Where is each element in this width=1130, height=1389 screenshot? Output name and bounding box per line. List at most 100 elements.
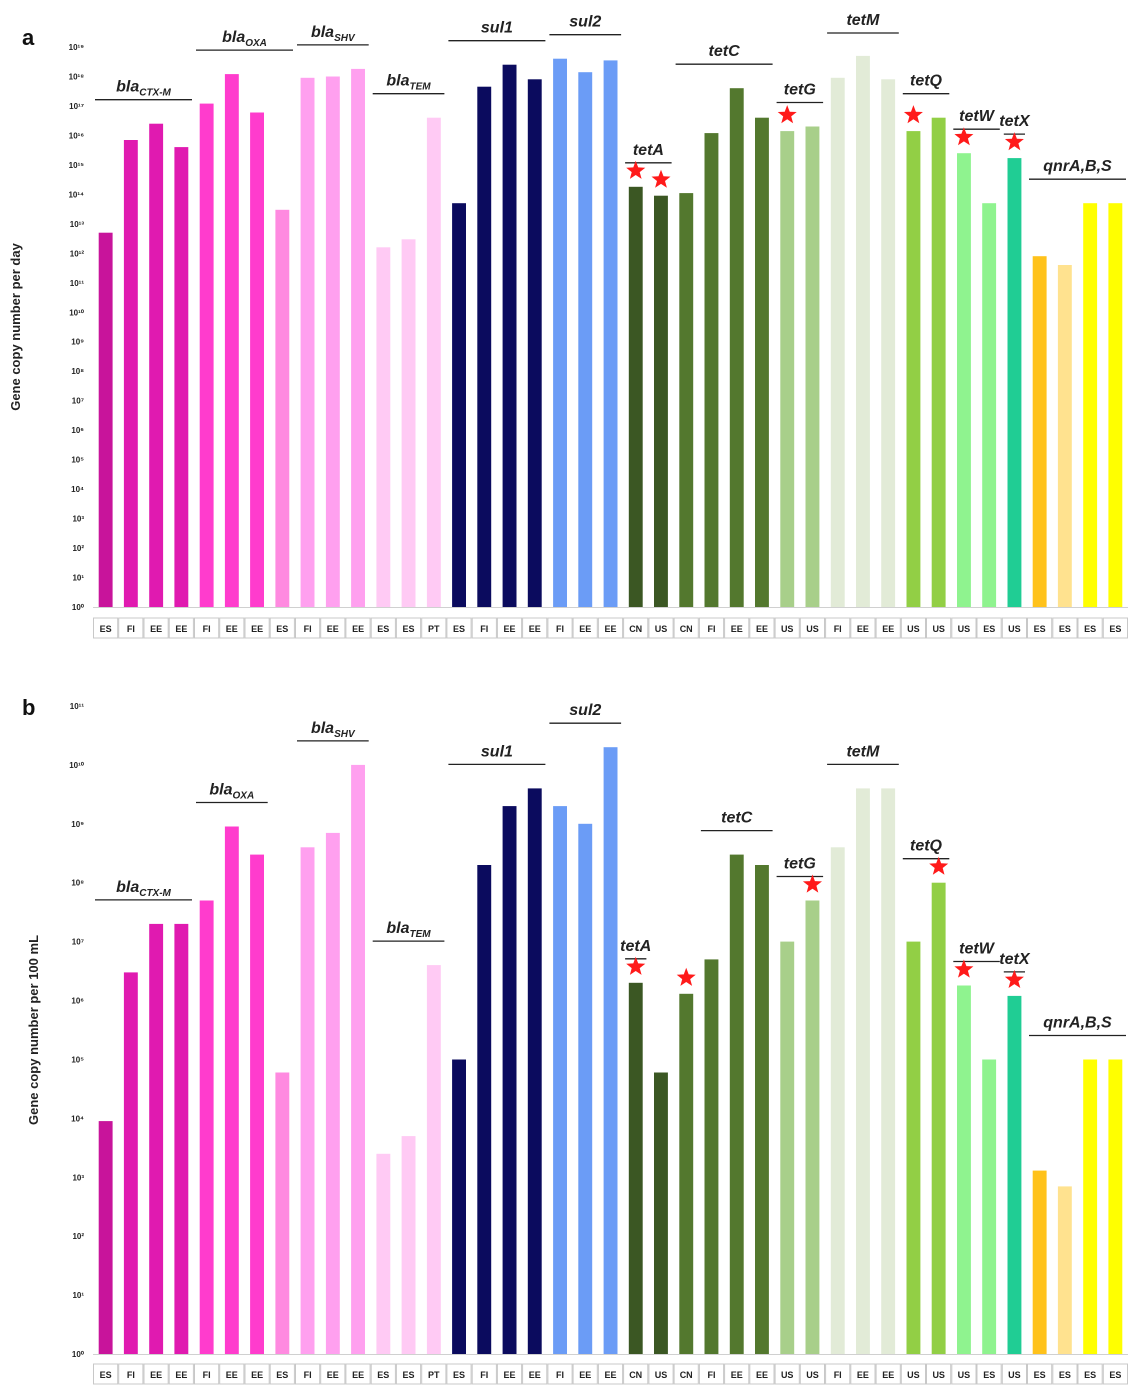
x-tick-box [623,617,649,639]
bar [628,186,643,608]
x-tick-box [1102,617,1129,639]
bar [679,993,694,1354]
x-tick-box [749,1363,775,1385]
bar [426,117,441,607]
bar [704,133,719,607]
x-tick-label: US [655,624,668,634]
y-tick-label: 10⁸ [71,879,84,888]
bar [553,806,567,1354]
x-tick-box [698,1363,725,1385]
bar [856,788,870,1354]
bar [553,58,567,607]
bar [1032,1170,1047,1354]
bar [376,1153,391,1354]
bar [325,76,340,607]
gene-label: tetM [846,12,880,29]
x-tick-label: EE [503,624,515,634]
bar [1007,158,1022,607]
x-tick-label: US [932,624,945,634]
x-tick-box [1052,617,1078,639]
y-tick-label: 10¹⁴ [68,190,84,199]
x-tick-box [395,617,422,639]
x-tick-box [1077,1363,1103,1385]
y-tick-label: 10¹⁵ [69,161,85,170]
y-tick-label: 10⁷ [72,397,84,406]
x-tick-label: EE [175,1370,187,1380]
y-tick-label: 10⁴ [71,1114,84,1123]
gene-label: tetG [784,856,816,873]
x-tick-label: CN [629,1370,642,1380]
x-tick-label: FI [556,1370,564,1380]
x-tick-label: ES [276,624,288,634]
x-tick-box [269,1363,295,1385]
x-tick-box [345,617,371,639]
bar [957,153,971,607]
x-tick-box [900,1363,926,1385]
x-tick-box [825,617,851,639]
x-tick-label: FI [304,624,312,634]
bar [149,923,164,1354]
significance-star-icon [651,169,671,188]
x-tick-label: US [781,624,794,634]
gene-label: sul1 [481,20,513,37]
x-tick-label: EE [604,624,616,634]
bar [452,1059,466,1354]
x-tick-label: EE [579,624,591,634]
bar [1032,256,1047,607]
x-tick-label: EE [175,624,187,634]
x-tick-label: FI [127,624,135,634]
y-tick-label: 10¹² [70,249,85,258]
gene-label: sul2 [569,702,601,719]
x-tick-box [168,1363,194,1385]
x-tick-label: EE [882,624,894,634]
bar [856,55,870,607]
y-tick-label: 10¹⁰ [69,308,85,317]
bar [654,195,668,607]
bar [325,832,340,1354]
x-tick-label: PT [428,1370,440,1380]
x-tick-box [724,1363,750,1385]
x-tick-box [496,1363,523,1385]
x-tick-box [118,617,144,639]
bar [401,1136,416,1354]
bar [300,77,315,608]
y-tick-label: 10⁰ [72,1350,85,1359]
significance-star-icon [954,959,974,978]
x-tick-label: EE [150,1370,162,1380]
bar [1108,1059,1123,1354]
bar [805,900,820,1354]
x-tick-label: FI [708,1370,716,1380]
x-tick-box [597,1363,624,1385]
gene-label: blaCTX-M [116,879,171,899]
x-tick-box [623,1363,649,1385]
x-tick-label: EE [327,624,339,634]
gene-label: tetQ [910,73,943,90]
y-tick-label: 10³ [72,1173,84,1182]
gene-label: qnrA,B,S [1043,158,1112,175]
x-tick-box [395,1363,422,1385]
x-tick-box [1001,1363,1027,1385]
x-tick-label: CN [680,1370,693,1380]
x-tick-label: EE [529,624,541,634]
x-tick-label: EE [352,624,364,634]
gene-label: tetM [846,743,880,760]
x-tick-label: US [806,624,819,634]
x-tick-label: US [958,624,971,634]
x-tick-label: ES [377,1370,389,1380]
x-tick-label: EE [529,1370,541,1380]
x-tick-label: ES [1059,624,1071,634]
x-tick-label: EE [731,1370,743,1380]
bar [376,247,391,608]
y-tick-label: 10⁷ [72,938,84,947]
x-tick-label: US [907,1370,920,1380]
x-tick-label: ES [1034,624,1046,634]
x-tick-label: FI [480,624,488,634]
y-tick-label: 10¹¹ [70,702,85,711]
gene-label: blaCTX-M [116,79,171,99]
x-tick-box [774,617,800,639]
bar [628,982,643,1354]
x-tick-box [421,1363,447,1385]
y-tick-label: 10³ [72,515,84,524]
x-tick-box [572,1363,598,1385]
